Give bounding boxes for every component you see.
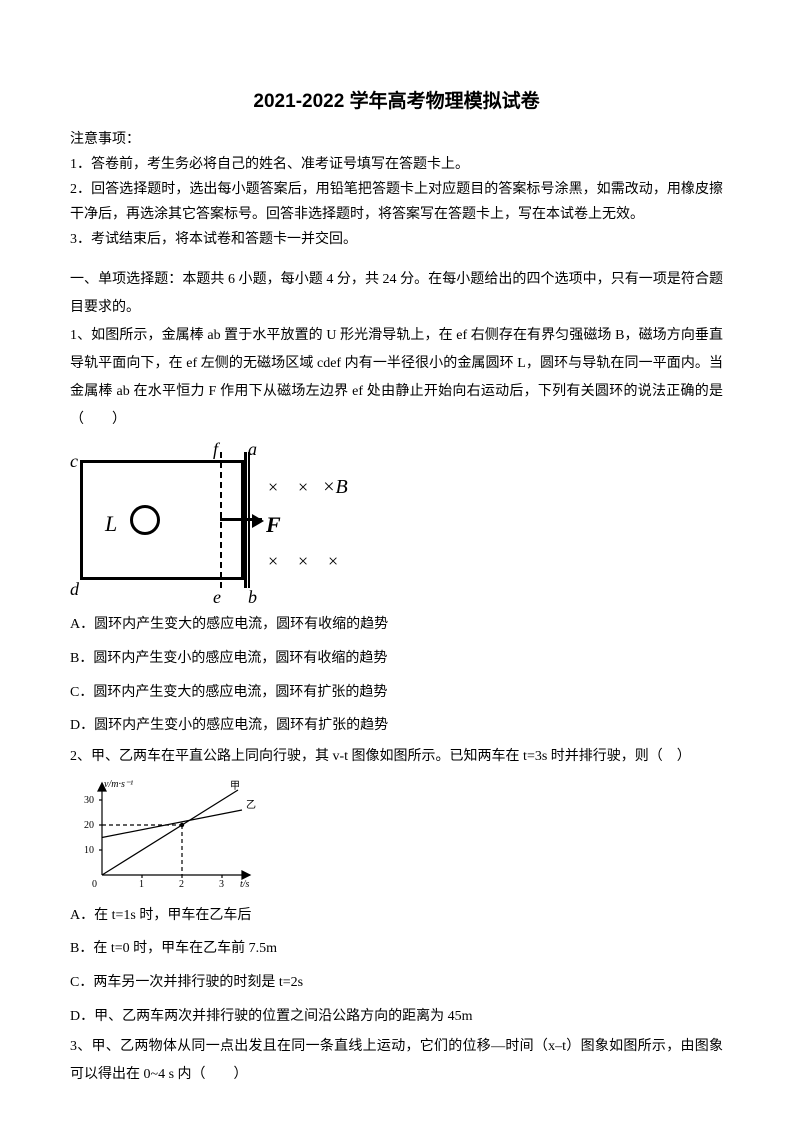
notice-2: 2．回答选择题时，选出每小题答案后，用铅笔把答题卡上对应题目的答案标号涂黑，如需… (70, 177, 723, 227)
label-e: e (213, 584, 221, 611)
x-mark: × (268, 474, 278, 501)
svg-text:30: 30 (84, 795, 94, 806)
svg-text:20: 20 (84, 820, 94, 831)
label-b: b (248, 584, 257, 611)
label-a: a (248, 436, 257, 463)
q1-option-b: B．圆环内产生变小的感应电流，圆环有收缩的趋势 (70, 642, 723, 676)
q2-option-c: C．两车另一次并排行驶的时刻是 t=2s (70, 966, 723, 1000)
label-f: f (213, 436, 218, 463)
svg-text:1: 1 (139, 879, 144, 890)
svg-text:v/m·s⁻¹: v/m·s⁻¹ (104, 779, 133, 790)
notice-1: 1．答卷前，考生务必将自己的姓名、准考证号填写在答题卡上。 (70, 152, 723, 177)
q2-option-d: D．甲、乙两车两次并排行驶的位置之间沿公路方向的距离为 45m (70, 1000, 723, 1034)
svg-text:乙: 乙 (246, 799, 256, 811)
svg-text:3: 3 (219, 879, 224, 890)
notice-3: 3．考试结束后，将本试卷和答题卡一并交回。 (70, 227, 723, 252)
q2-option-b: B．在 t=0 时，甲车在乙车前 7.5m (70, 932, 723, 966)
notice-heading: 注意事项： (70, 127, 723, 152)
q2-option-a: A．在 t=1s 时，甲车在乙车后 (70, 899, 723, 933)
x-mark: × (328, 548, 338, 575)
force-arrow-icon (220, 518, 262, 521)
x-mark: × (298, 548, 308, 575)
q1-option-a: A．圆环内产生变大的感应电流，圆环有收缩的趋势 (70, 608, 723, 642)
q1-option-d: D．圆环内产生变小的感应电流，圆环有扩张的趋势 (70, 709, 723, 743)
page-title: 2021-2022 学年高考物理模拟试卷 (70, 88, 723, 117)
svg-text:甲: 甲 (230, 781, 240, 792)
q1-stem: 1、如图所示，金属棒 ab 置于水平放置的 U 形光滑导轨上，在 ef 右侧存在… (70, 322, 723, 434)
svg-text:2: 2 (179, 879, 184, 890)
svg-text:10: 10 (84, 845, 94, 856)
label-F: F (266, 508, 281, 541)
q1-diagram: L F c d f e a b × × ×B × × × (70, 440, 350, 600)
q1-option-c: C．圆环内产生变大的感应电流，圆环有扩张的趋势 (70, 676, 723, 710)
label-c: c (70, 448, 78, 475)
section-1-header: 一、单项选择题：本题共 6 小题，每小题 4 分，共 24 分。在每小题给出的四… (70, 266, 723, 322)
svg-text:0: 0 (92, 879, 97, 890)
label-B: ×B (322, 472, 348, 502)
x-mark: × (298, 474, 308, 501)
label-d: d (70, 576, 79, 603)
q3-stem: 3、甲、乙两物体从同一点出发且在同一条直线上运动，它们的位移—时间（x–t）图象… (70, 1033, 723, 1089)
q2-stem: 2、甲、乙两车在平直公路上同向行驶，其 v-t 图像如图所示。已知两车在 t=3… (70, 743, 723, 771)
svg-text:t/s: t/s (240, 879, 250, 890)
label-L: L (105, 507, 117, 540)
q2-diagram: 0 1 2 3 t/s 10 20 30 v/m·s⁻¹ 甲 乙 (70, 775, 270, 893)
x-mark: × (268, 548, 278, 575)
